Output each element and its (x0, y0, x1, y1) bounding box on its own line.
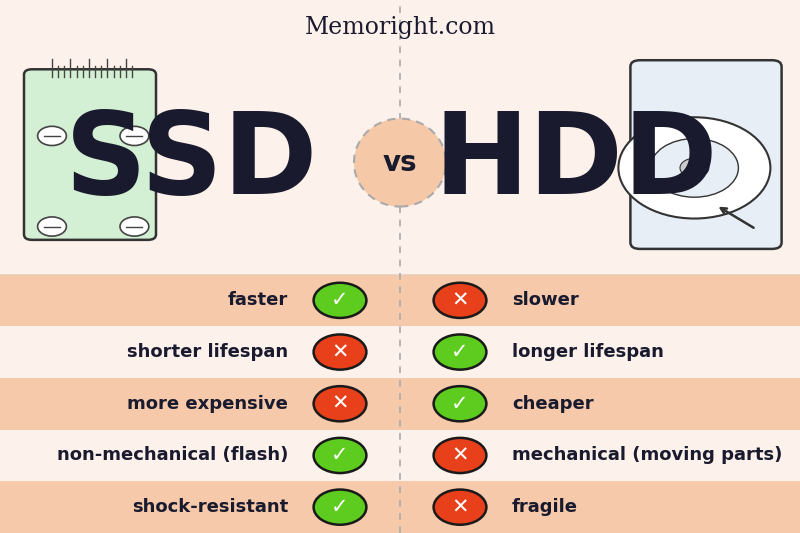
Text: ✕: ✕ (451, 446, 469, 465)
Bar (0, 326, 800, 378)
Text: ✕: ✕ (331, 394, 349, 414)
Text: SSD: SSD (66, 107, 318, 218)
Circle shape (38, 217, 66, 236)
Text: non-mechanical (flash): non-mechanical (flash) (57, 447, 288, 464)
Text: vs: vs (382, 149, 418, 176)
Text: ✕: ✕ (451, 497, 469, 517)
Text: more expensive: more expensive (127, 395, 288, 413)
Text: ✓: ✓ (331, 446, 349, 465)
Text: faster: faster (228, 292, 288, 309)
Circle shape (650, 139, 738, 197)
Text: ✓: ✓ (331, 497, 349, 517)
Ellipse shape (354, 118, 446, 207)
Text: slower: slower (512, 292, 578, 309)
Circle shape (434, 489, 486, 524)
Text: shorter lifespan: shorter lifespan (127, 343, 288, 361)
Circle shape (120, 217, 149, 236)
Text: ✕: ✕ (451, 290, 469, 310)
Circle shape (314, 386, 366, 421)
Circle shape (434, 282, 486, 318)
Circle shape (434, 335, 486, 370)
Text: Memoright.com: Memoright.com (305, 16, 495, 39)
Text: ✓: ✓ (331, 290, 349, 310)
Text: shock-resistant: shock-resistant (132, 498, 288, 516)
Circle shape (618, 117, 770, 219)
Circle shape (434, 438, 486, 473)
Text: ✓: ✓ (451, 342, 469, 362)
Text: cheaper: cheaper (512, 395, 594, 413)
Circle shape (120, 126, 149, 146)
Circle shape (314, 335, 366, 370)
FancyBboxPatch shape (24, 69, 156, 240)
Circle shape (314, 438, 366, 473)
Bar (0, 378, 800, 430)
Text: longer lifespan: longer lifespan (512, 343, 664, 361)
Text: ✓: ✓ (451, 394, 469, 414)
Circle shape (680, 158, 709, 177)
Bar (0, 274, 800, 326)
Bar (0, 481, 800, 533)
FancyBboxPatch shape (630, 60, 782, 249)
Circle shape (314, 282, 366, 318)
Text: ✕: ✕ (331, 342, 349, 362)
Text: HDD: HDD (434, 107, 718, 218)
Text: fragile: fragile (512, 498, 578, 516)
Circle shape (434, 386, 486, 421)
Circle shape (38, 126, 66, 146)
Bar (0, 430, 800, 481)
Circle shape (314, 489, 366, 524)
Text: mechanical (moving parts): mechanical (moving parts) (512, 447, 782, 464)
